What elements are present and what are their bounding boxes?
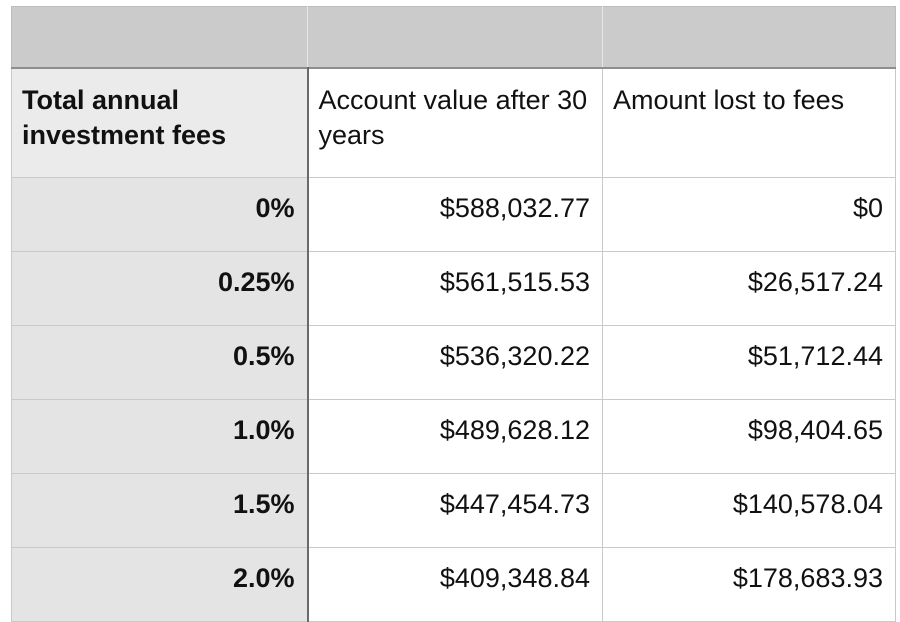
header-cell-fees[interactable]: Total annual investment fees	[11, 67, 309, 178]
account-value-cell[interactable]: $409,348.84	[307, 547, 603, 622]
amount-lost-cell[interactable]: $51,712.44	[602, 325, 896, 400]
amount-lost-cell[interactable]: $26,517.24	[602, 251, 896, 326]
fees-table: Total annual investment fees Account val…	[11, 6, 896, 622]
fee-cell[interactable]: 0.5%	[11, 325, 309, 400]
amount-lost-cell[interactable]: $140,578.04	[602, 473, 896, 548]
header-cell-account-value[interactable]: Account value after 30 years	[307, 67, 603, 178]
account-value-cell[interactable]: $489,628.12	[307, 399, 603, 474]
fee-cell[interactable]: 1.0%	[11, 399, 309, 474]
amount-lost-cell[interactable]: $0	[602, 177, 896, 252]
blank-cell[interactable]	[307, 6, 603, 69]
header-cell-amount-lost[interactable]: Amount lost to fees	[602, 67, 896, 178]
account-value-cell[interactable]: $447,454.73	[307, 473, 603, 548]
blank-cell[interactable]	[602, 6, 896, 69]
column-header-row: Total annual investment fees Account val…	[11, 67, 896, 178]
fee-cell[interactable]: 1.5%	[11, 473, 309, 548]
table-row: 0% $588,032.77 $0	[11, 177, 896, 252]
table-row: 2.0% $409,348.84 $178,683.93	[11, 547, 896, 622]
account-value-cell[interactable]: $536,320.22	[307, 325, 603, 400]
fee-cell[interactable]: 2.0%	[11, 547, 309, 622]
blank-header-row	[11, 6, 896, 69]
table-row: 0.5% $536,320.22 $51,712.44	[11, 325, 896, 400]
account-value-cell[interactable]: $561,515.53	[307, 251, 603, 326]
amount-lost-cell[interactable]: $178,683.93	[602, 547, 896, 622]
table-row: 1.5% $447,454.73 $140,578.04	[11, 473, 896, 548]
amount-lost-cell[interactable]: $98,404.65	[602, 399, 896, 474]
fee-cell[interactable]: 0.25%	[11, 251, 309, 326]
fee-cell[interactable]: 0%	[11, 177, 309, 252]
blank-cell[interactable]	[11, 6, 308, 69]
account-value-cell[interactable]: $588,032.77	[307, 177, 603, 252]
spreadsheet-sheet: Total annual investment fees Account val…	[11, 6, 896, 622]
table-row: 0.25% $561,515.53 $26,517.24	[11, 251, 896, 326]
table-row: 1.0% $489,628.12 $98,404.65	[11, 399, 896, 474]
